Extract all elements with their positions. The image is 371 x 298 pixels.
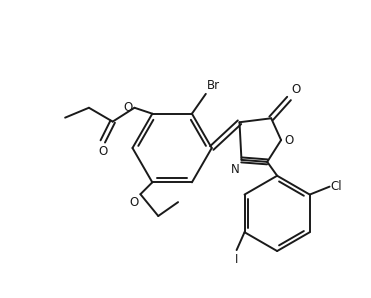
Text: Br: Br [207,79,220,92]
Text: Cl: Cl [331,180,342,193]
Text: O: O [98,145,107,159]
Text: O: O [123,101,132,114]
Text: O: O [284,134,293,147]
Text: N: N [231,163,240,176]
Text: O: O [291,83,300,95]
Text: O: O [129,196,138,209]
Text: I: I [235,253,238,266]
